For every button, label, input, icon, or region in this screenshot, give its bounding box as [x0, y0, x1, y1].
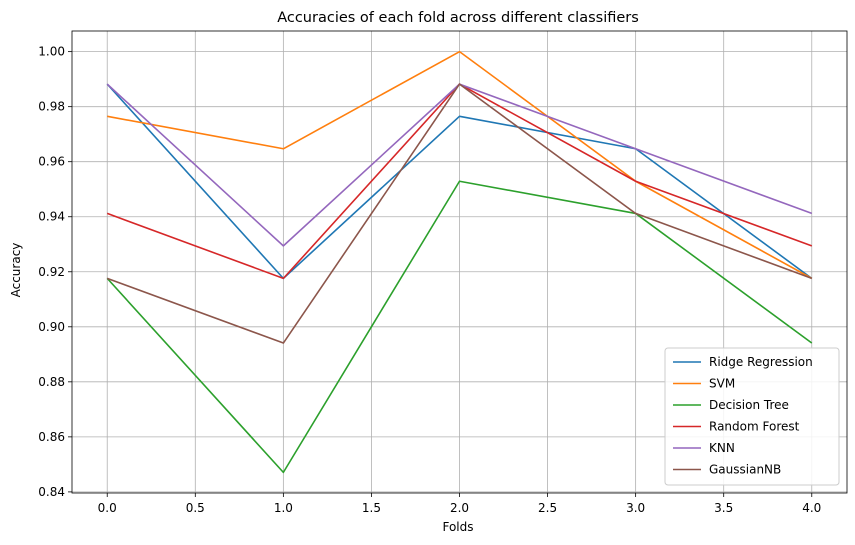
x-tick-label: 3.5: [714, 501, 733, 515]
legend-box: [664, 347, 840, 486]
x-tick-label: 1.0: [274, 501, 293, 515]
x-tick-label: 1.5: [362, 501, 381, 515]
y-axis-label: Accuracy: [9, 243, 23, 298]
legend-label: GaussianNB: [709, 463, 781, 477]
y-tick-label: 0.88: [38, 375, 65, 389]
y-tick-label: 1.00: [38, 45, 65, 59]
legend: Ridge Regression SVM Decision Tree Random F…: [664, 347, 840, 486]
x-tick-label: 0.0: [98, 501, 117, 515]
series-line-ridge-regression: [106, 83, 813, 280]
axis-ticks: 0.0 0.5 1.0 1.5 2.0 2.5 3.0 3.5 4.0 0.84 0.86 0.88 0…: [38, 45, 821, 515]
chart-title: Accuracies of each fold across different…: [277, 10, 639, 26]
y-tick-label: 0.84: [38, 485, 65, 499]
y-tick-label: 0.98: [38, 100, 65, 114]
legend-label: Ridge Regression: [709, 355, 813, 369]
x-tick-label: 0.5: [186, 501, 205, 515]
x-tick-label: 2.0: [450, 501, 469, 515]
y-tick-label: 0.90: [38, 320, 65, 334]
y-tick-label: 0.92: [38, 265, 65, 279]
x-axis-label: Folds: [442, 520, 473, 534]
x-tick-label: 4.0: [802, 501, 821, 515]
y-tick-label: 0.86: [38, 430, 65, 444]
legend-label: Decision Tree: [709, 398, 789, 412]
x-tick-label: 3.0: [626, 501, 645, 515]
series-lines: [106, 50, 813, 474]
y-tick-label: 0.94: [38, 210, 65, 224]
y-tick-label: 0.96: [38, 155, 65, 169]
legend-label: Random Forest: [709, 420, 800, 434]
series-line-decision-tree: [106, 180, 813, 474]
series-line-gaussiannb: [106, 83, 813, 344]
legend-label: KNN: [709, 441, 735, 455]
series-line-svm: [107, 50, 813, 280]
legend-label: SVM: [709, 377, 735, 391]
x-tick-label: 2.5: [538, 501, 557, 515]
